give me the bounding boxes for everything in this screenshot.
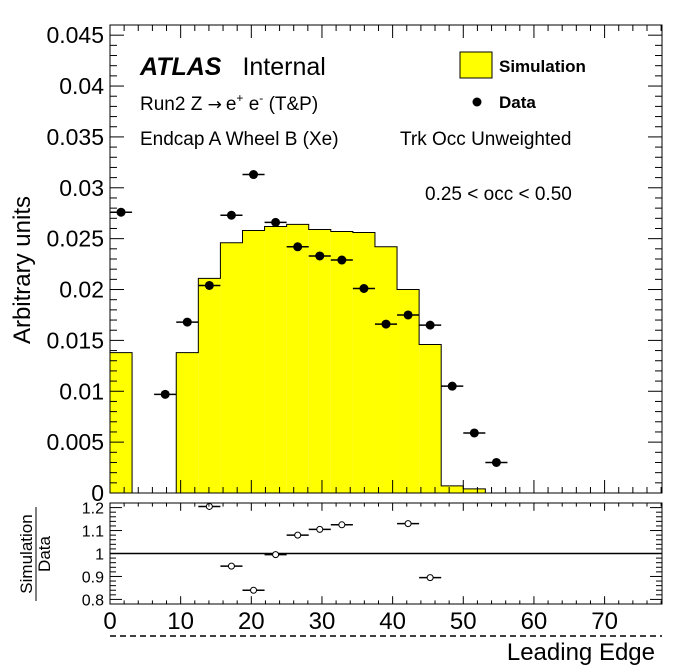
- legend-data-label: Data: [499, 93, 536, 112]
- arrow-glyph: →: [208, 95, 222, 115]
- x-tick-label: 0: [103, 608, 116, 635]
- ratio-point: [294, 531, 302, 539]
- simulation-bin: [264, 226, 287, 493]
- ratio-point: [404, 520, 412, 528]
- ratio-y-tick-label: 1.2: [82, 501, 104, 518]
- simulation-bin: [397, 289, 420, 493]
- legend-simulation-label: Simulation: [499, 57, 586, 76]
- data-point: [116, 207, 126, 217]
- ratio-x-ticks: 0 10 20 30 40 50 60 70: [103, 503, 662, 635]
- internal-label: Internal: [242, 53, 325, 81]
- simulation-bin: [463, 488, 486, 493]
- ratio-y-tick-label: 1: [95, 547, 104, 564]
- y-axis-label: Arbitrary units: [9, 196, 36, 344]
- x-tick-label: 40: [379, 608, 406, 635]
- data-point: [204, 280, 214, 290]
- x-tick-label: 70: [591, 608, 618, 635]
- ratio-panel: 0 10 20 30 40 50 60 70 0.8 0.9 1 1.1 1.2 Simulation…: [17, 501, 663, 666]
- y-tick-label: 0.02: [59, 277, 104, 303]
- region-label: Endcap A Wheel B (Xe): [140, 129, 339, 150]
- data-point: [469, 428, 479, 438]
- ratio-point: [316, 525, 324, 533]
- x-tick-label: 50: [450, 608, 477, 635]
- data-point: [425, 320, 435, 330]
- data-point: [491, 457, 501, 467]
- ratio-point: [426, 574, 434, 582]
- simulation-bin: [419, 344, 442, 493]
- svg-text:Data: Data: [35, 536, 54, 572]
- simulation-bin: [198, 278, 221, 493]
- simulation-bin: [242, 230, 265, 493]
- ratio-y-axis-label: Simulation Data: [17, 507, 54, 601]
- data-point: [447, 381, 457, 391]
- main-panel: 0 0.005 0.01 0.015 0.02 0.025 0.03 0.035 0.04 0.0…: [9, 22, 663, 506]
- legend-simulation-swatch: [459, 51, 493, 79]
- ratio-point: [338, 521, 346, 529]
- ratio-y-tick-label: 0.9: [82, 569, 104, 586]
- run-label: Run2 Z → e+ e- (T&P): [140, 91, 318, 115]
- ratio-y-ticks: 0.8 0.9 1 1.1 1.2: [82, 501, 662, 609]
- ratio-y-tick-label: 0.8: [82, 592, 104, 609]
- simulation-histogram: [109, 223, 662, 494]
- svg-text:Simulation: Simulation: [17, 514, 36, 593]
- simulation-bin: [352, 232, 375, 493]
- occupancy-type-label: Trk Occ Unweighted: [400, 129, 571, 150]
- ratio-y-tick-label: 1.1: [82, 524, 104, 541]
- data-point: [381, 319, 391, 329]
- data-point: [315, 251, 325, 261]
- data-point: [226, 210, 236, 220]
- simulation-bin: [286, 224, 309, 493]
- legend-data-marker: [472, 97, 482, 107]
- y-tick-label: 0.015: [46, 327, 104, 353]
- data-point: [182, 317, 192, 327]
- x-tick-label: 10: [167, 608, 194, 635]
- data-point: [337, 255, 347, 265]
- y-tick-label: 0.025: [46, 226, 104, 252]
- x-tick-label: 60: [521, 608, 548, 635]
- simulation-bin: [374, 246, 398, 493]
- data-point: [160, 389, 170, 399]
- simulation-bin: [330, 231, 353, 493]
- y-tick-label: 0.005: [46, 429, 104, 455]
- simulation-bin: [308, 229, 331, 493]
- data-point: [249, 170, 259, 180]
- y-tick-label: 0: [91, 480, 104, 506]
- ratio-point: [272, 551, 280, 559]
- simulation-bin: [220, 242, 243, 493]
- data-point: [271, 217, 281, 227]
- ratio-point: [250, 586, 258, 594]
- y-tick-label: 0.01: [59, 378, 104, 404]
- main-x-ticks: [109, 25, 662, 493]
- data-point: [359, 284, 369, 294]
- y-tick-label: 0.035: [46, 124, 104, 150]
- simulation-bin: [441, 485, 464, 493]
- y-tick-label: 0.03: [59, 175, 104, 201]
- svg-text:ATLAS Internal: ATLAS Internal: [139, 53, 326, 81]
- simulation-bin: [110, 352, 133, 493]
- data-point: [403, 310, 413, 320]
- y-tick-label: 0.04: [59, 73, 104, 99]
- ratio-points: [198, 502, 442, 594]
- data-points: [110, 170, 508, 467]
- data-point: [293, 242, 303, 252]
- atlas-label: ATLAS: [139, 53, 222, 81]
- main-y-ticks: 0 0.005 0.01 0.015 0.02 0.025 0.03 0.035 0.04 0.0…: [46, 22, 662, 506]
- x-axis-label: Leading Edge: [507, 639, 655, 666]
- x-tick-label: 20: [238, 608, 265, 635]
- occupancy-range-label: 0.25 < occ < 0.50: [425, 184, 572, 205]
- simulation-bin: [176, 352, 199, 493]
- legend: Simulation Data: [459, 51, 586, 112]
- y-tick-label: 0.045: [46, 22, 104, 48]
- x-tick-label: 30: [309, 608, 336, 635]
- ratio-point: [227, 562, 235, 570]
